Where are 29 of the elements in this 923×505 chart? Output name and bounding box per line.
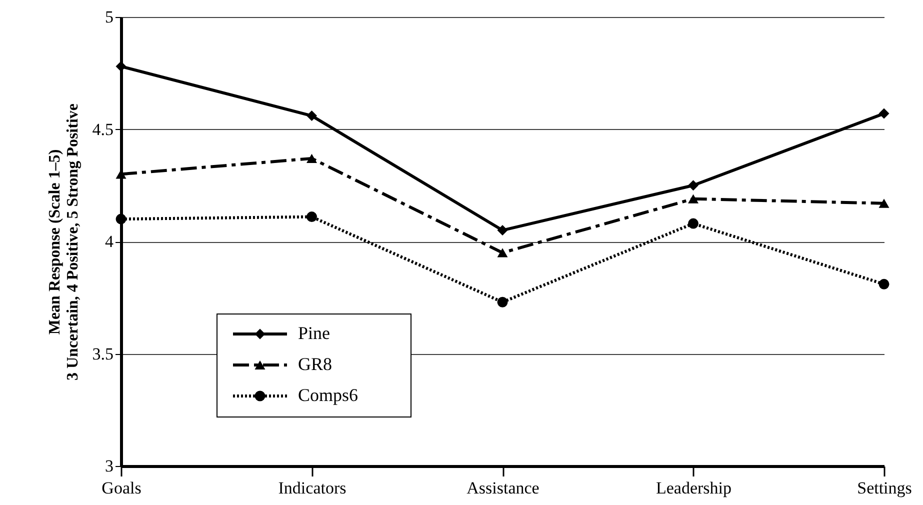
point (688, 194, 698, 204)
point (116, 170, 126, 179)
point (688, 180, 698, 191)
y-tick-label: 5 (105, 8, 114, 26)
legend-label: Comps6 (298, 385, 358, 405)
y-axis-title: Mean Response (Scale 1–5) 3 Uncertain, 4 Positive, 5 Strong Positive (46, 103, 82, 381)
legend-label: Pine (298, 323, 330, 343)
point (688, 218, 698, 229)
y-tick-label: 4 (105, 232, 114, 251)
x-tick-label: Leadership (656, 478, 732, 498)
point (878, 278, 890, 290)
x-tick-label: Goals (102, 478, 142, 498)
point (497, 248, 508, 258)
point (306, 154, 317, 163)
point (306, 110, 317, 122)
x-tick-label: Indicators (278, 478, 346, 498)
y-tick-label: 3 (105, 456, 114, 476)
point (878, 108, 890, 119)
point (116, 214, 126, 224)
x-tick-label: Settings (857, 478, 912, 498)
x-tick-label: Assistance (466, 478, 540, 498)
legend-label: GR8 (298, 354, 332, 374)
point (497, 296, 508, 308)
point (116, 61, 126, 72)
point (497, 225, 508, 236)
y-tick-label: 4.5 (92, 120, 114, 139)
y-tick-label: 3.5 (92, 344, 114, 364)
point (878, 198, 890, 208)
point (306, 212, 317, 222)
